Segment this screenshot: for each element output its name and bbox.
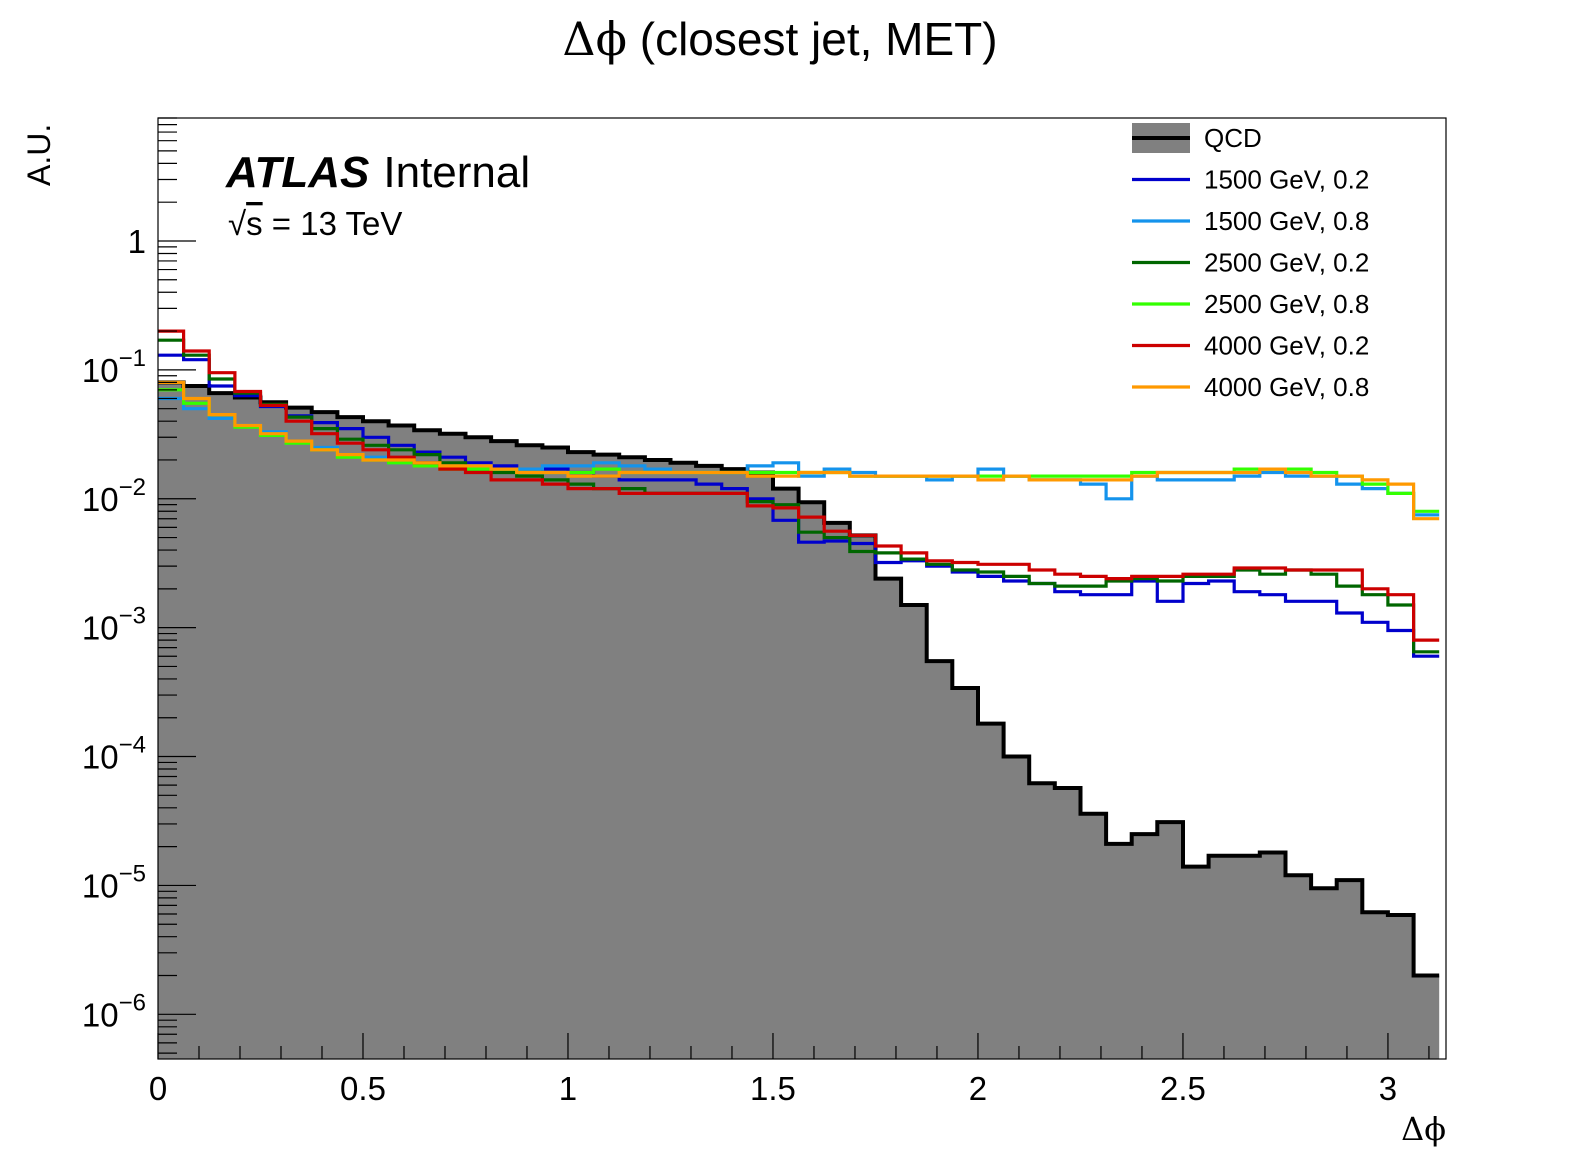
y-tick-exponent: −2	[119, 474, 146, 501]
y-tick-exponent: −1	[119, 345, 146, 372]
y-tick-label: 10−5	[82, 860, 146, 904]
chart-title: Δϕ (closest jet, MET)	[562, 12, 997, 66]
y-tick-base: 10	[82, 610, 119, 647]
legend-label: 1500 GeV, 0.2	[1204, 165, 1369, 195]
x-tick-label: 1.5	[750, 1070, 796, 1107]
y-tick-exponent: −5	[119, 860, 146, 887]
legend-label: 2500 GeV, 0.8	[1204, 289, 1369, 319]
y-tick-base: 1	[128, 223, 146, 260]
y-tick-base: 10	[82, 352, 119, 389]
atlas-status: Internal	[383, 148, 530, 197]
series-line-0	[158, 380, 1440, 978]
x-tick-label: 1	[559, 1070, 577, 1107]
y-tick-exponent: −6	[119, 989, 146, 1016]
x-axis-label: Δϕ	[1401, 1110, 1446, 1148]
legend-label: QCD	[1204, 123, 1262, 153]
x-tick-label: 0.5	[340, 1070, 386, 1107]
x-tick-label: 3	[1379, 1070, 1397, 1107]
energy-value: = 13 TeV	[263, 205, 403, 242]
y-tick-base: 10	[82, 867, 119, 904]
y-tick-label: 10−1	[82, 345, 146, 389]
legend: QCD 1500 GeV, 0.2 1500 GeV, 0.8 2500 GeV, 0…	[1132, 123, 1369, 402]
x-tick-label: 0	[149, 1070, 167, 1107]
y-axis-label: A.U.	[21, 124, 57, 186]
energy-label: √s = 13 TeV	[228, 205, 402, 242]
y-tick-label: 10−3	[82, 603, 146, 647]
y-tick-labels: 110−110−210−310−410−510−6	[82, 223, 146, 1033]
legend-label: 2500 GeV, 0.2	[1204, 248, 1369, 278]
y-tick-label: 10−2	[82, 474, 146, 518]
y-tick-exponent: −4	[119, 732, 146, 759]
x-tick-labels: 0 0.5 1 1.5 2 2.5 3	[149, 1070, 1397, 1107]
legend-label: 4000 GeV, 0.8	[1204, 372, 1369, 402]
sqrt-sign: √	[228, 205, 247, 242]
y-tick-label: 10−6	[82, 989, 146, 1033]
legend-label: 4000 GeV, 0.2	[1204, 331, 1369, 361]
series-line-6	[158, 380, 1440, 521]
histogram-series	[158, 329, 1440, 1059]
y-tick-base: 10	[82, 481, 119, 518]
y-tick-exponent: −3	[119, 603, 146, 630]
y-tick-label: 10−4	[82, 732, 146, 776]
x-tick-label: 2	[969, 1070, 987, 1107]
title-text: (closest jet, MET)	[627, 13, 998, 65]
sqrt-s: s	[246, 205, 263, 242]
y-tick-label: 1	[128, 223, 146, 260]
atlas-experiment: ATLAS	[225, 148, 369, 197]
atlas-label: ATLAS Internal	[225, 148, 530, 197]
series-fill-0	[158, 382, 1440, 1059]
axis-ticks	[157, 117, 1430, 1059]
x-tick-label: 2.5	[1160, 1070, 1206, 1107]
y-tick-base: 10	[82, 739, 119, 776]
series-line-5	[158, 329, 1440, 642]
y-tick-base: 10	[82, 996, 119, 1033]
legend-label: 1500 GeV, 0.8	[1204, 206, 1369, 236]
title-symbol: Δϕ	[562, 12, 627, 66]
